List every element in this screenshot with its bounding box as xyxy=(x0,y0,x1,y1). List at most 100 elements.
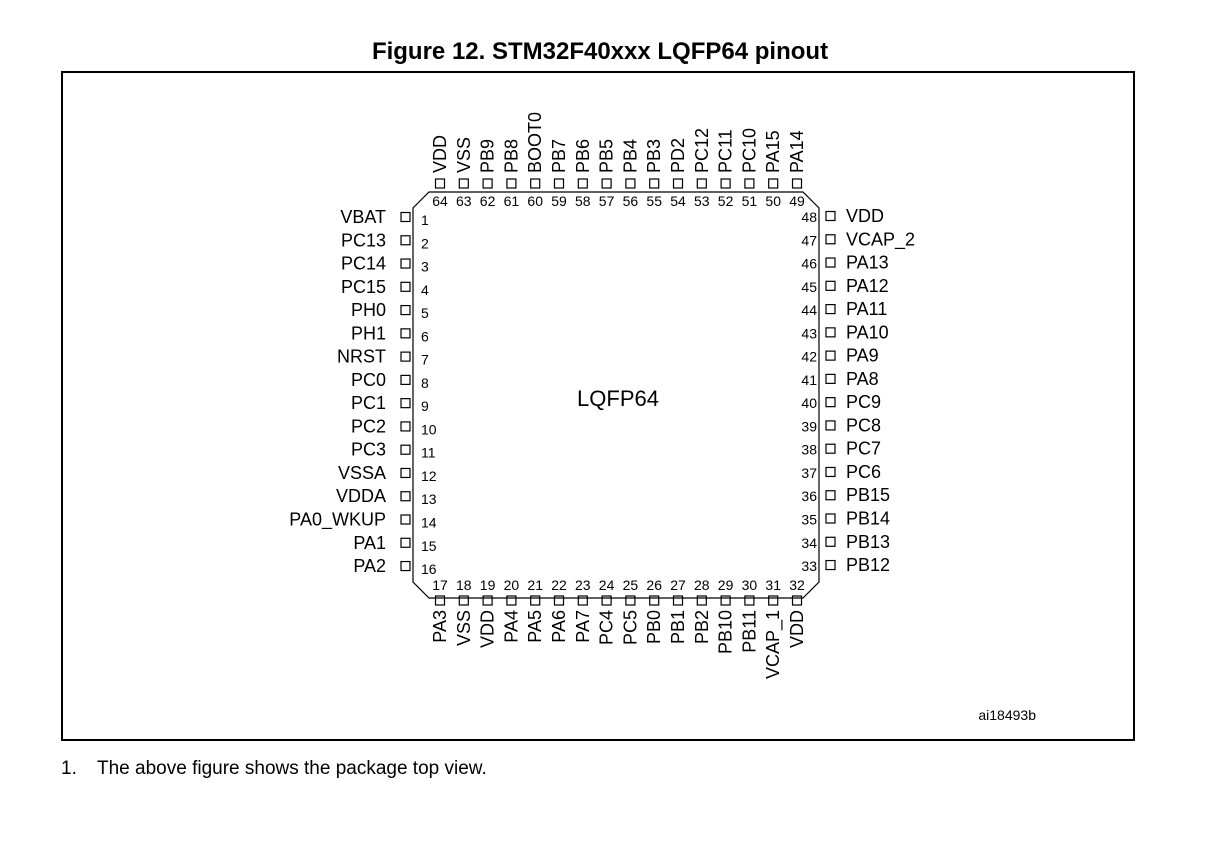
pin-number: 13 xyxy=(421,491,437,507)
pin-pad xyxy=(825,303,836,315)
pin-name: PA5 xyxy=(525,610,545,643)
pin-number: 25 xyxy=(623,577,639,593)
pin-number: 61 xyxy=(504,193,520,209)
pin-number: 55 xyxy=(646,193,662,209)
pin-name: PB9 xyxy=(478,139,498,173)
pin-name: PA12 xyxy=(846,276,889,296)
pin-pad xyxy=(400,351,411,362)
pin-number: 62 xyxy=(480,193,496,209)
pin-number: 33 xyxy=(801,558,817,574)
pin-name: PA9 xyxy=(846,346,879,366)
pin-number: 34 xyxy=(801,535,817,551)
pin-pad xyxy=(458,178,469,189)
pin-pad xyxy=(553,595,565,606)
pin-number: 51 xyxy=(742,193,758,209)
pin-pad xyxy=(825,350,836,361)
pin-number: 14 xyxy=(421,515,437,531)
pin-pad xyxy=(768,178,779,189)
package-label: LQFP64 xyxy=(577,386,659,411)
pin-number: 8 xyxy=(421,375,429,391)
pin-number: 36 xyxy=(801,488,817,504)
pin-number: 54 xyxy=(670,193,686,209)
pin-pad xyxy=(825,327,836,338)
footnote: 1. The above figure shows the package top… xyxy=(61,758,487,780)
pin-pad xyxy=(400,514,411,525)
pin-pad xyxy=(825,420,836,431)
pin-pad xyxy=(744,595,755,606)
pin-number: 21 xyxy=(527,577,543,593)
pin-name: PB13 xyxy=(846,532,890,552)
pin-name: PC5 xyxy=(620,610,640,645)
pin-name: PB4 xyxy=(620,139,640,173)
pin-number: 35 xyxy=(801,512,817,528)
pin-number: 22 xyxy=(551,577,567,593)
pin-pad xyxy=(400,281,411,292)
pin-name: VDD xyxy=(846,206,884,226)
pin-number: 38 xyxy=(801,442,817,458)
pin-name: VDD xyxy=(430,135,450,173)
pin-name: PC12 xyxy=(692,128,712,173)
pin-number: 27 xyxy=(670,577,686,593)
pin-pad xyxy=(696,595,707,606)
pin-pad xyxy=(825,559,836,571)
pin-name: PA4 xyxy=(501,610,521,643)
pin-number: 23 xyxy=(575,577,591,593)
pin-number: 59 xyxy=(551,193,567,209)
pin-number: 16 xyxy=(421,561,437,577)
pin-pad xyxy=(577,178,588,189)
pin-number: 58 xyxy=(575,193,591,209)
pin-pad xyxy=(825,397,836,408)
pin-number: 41 xyxy=(801,372,817,388)
pin-name: PC7 xyxy=(846,439,881,459)
pin-number: 4 xyxy=(421,282,429,298)
pin-number: 48 xyxy=(801,209,817,225)
pin-number: 60 xyxy=(527,193,543,209)
pin-name: PA15 xyxy=(763,130,783,173)
pin-pad xyxy=(400,304,411,316)
pin-name: PA6 xyxy=(549,610,569,643)
pin-number: 45 xyxy=(801,279,817,295)
pin-name: PA3 xyxy=(430,610,450,643)
pin-number: 53 xyxy=(694,193,710,209)
pin-pad xyxy=(506,595,517,606)
pin-pad xyxy=(744,178,755,189)
pin-pad xyxy=(434,178,446,189)
pin-pad xyxy=(506,178,517,189)
pin-name: PH1 xyxy=(351,323,386,343)
pin-name: VSS xyxy=(454,137,474,173)
pin-name: PB5 xyxy=(597,139,617,173)
pin-name: PC14 xyxy=(341,254,386,274)
pin-number: 17 xyxy=(432,577,448,593)
pin-number: 52 xyxy=(718,193,734,209)
pin-name: PA2 xyxy=(353,556,386,576)
pin-number: 46 xyxy=(801,256,817,272)
pin-pad xyxy=(825,373,836,384)
pin-name: PC3 xyxy=(351,440,386,460)
pin-number: 57 xyxy=(599,193,615,209)
pin-name: PC8 xyxy=(846,415,881,435)
pin-number: 44 xyxy=(801,302,817,318)
pin-number: 39 xyxy=(801,418,817,434)
pin-name: PH0 xyxy=(351,300,386,320)
pin-name: PB12 xyxy=(846,555,890,575)
pin-name: PC1 xyxy=(351,393,386,413)
pin-name: PC4 xyxy=(597,610,617,645)
reference-code: ai18493b xyxy=(978,707,1036,723)
pin-name: PD2 xyxy=(668,138,688,173)
pin-name: PC15 xyxy=(341,277,386,297)
pin-pad xyxy=(400,328,411,339)
pin-number: 9 xyxy=(421,398,429,414)
pin-name: PB6 xyxy=(573,139,593,173)
pin-name: PC13 xyxy=(341,230,386,250)
pin-name: VDDA xyxy=(336,486,386,506)
pin-pad xyxy=(530,595,541,606)
pin-pad xyxy=(825,234,836,245)
pin-pad xyxy=(577,595,588,606)
pin-pad xyxy=(458,595,469,606)
pin-number: 64 xyxy=(432,193,448,209)
pin-pad xyxy=(400,467,411,479)
pin-name: PA1 xyxy=(353,533,386,553)
pin-pad xyxy=(553,178,565,189)
pin-pad xyxy=(400,491,411,502)
